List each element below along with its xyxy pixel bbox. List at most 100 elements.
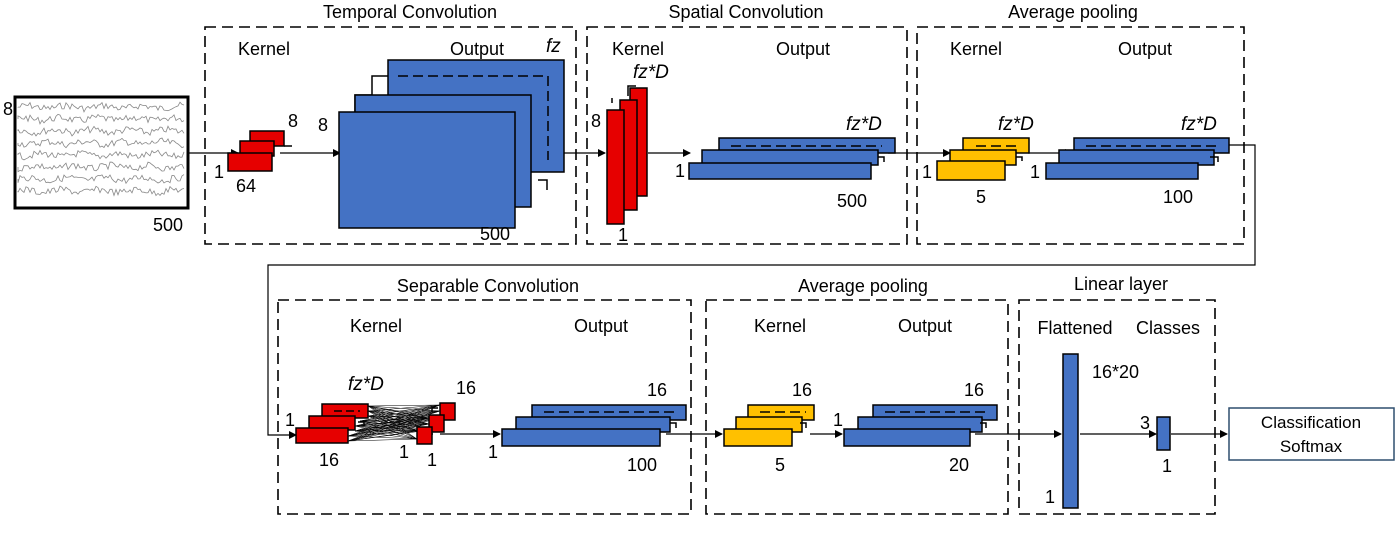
pool1-output-label: Output — [1118, 39, 1172, 59]
temporal-output-stack — [338, 59, 565, 229]
pool1-kernel-h: 1 — [922, 162, 932, 182]
spatial-output-filters: fz*D — [846, 114, 882, 135]
spatial-output-label: Output — [776, 39, 830, 59]
pool1-kernel-filters: fz*D — [998, 114, 1034, 135]
separable-pointwise-stack — [416, 402, 456, 445]
spatial-kernel-d: 1 — [618, 225, 628, 245]
pointwise-connection — [354, 417, 430, 427]
pool1-output-h: 1 — [1030, 162, 1040, 182]
temporal-kernel-w: 64 — [236, 176, 256, 196]
linear-title: Linear layer — [1074, 274, 1168, 294]
pointwise-connection — [354, 417, 430, 432]
softmax-line1: Classification — [1261, 413, 1361, 432]
temporal-output-label: Output — [450, 39, 504, 59]
spatial-block-frame — [586, 26, 908, 245]
pointwise-connection — [347, 438, 418, 442]
softmax-line2: Softmax — [1280, 437, 1343, 456]
eeg-trace — [17, 137, 185, 149]
separable-output-filters: 16 — [647, 380, 667, 400]
eeg-traces — [17, 101, 185, 197]
linear-classes-n: 3 — [1140, 413, 1150, 433]
pointwise-connection — [347, 417, 430, 437]
temporal-kernel-h: 8 — [288, 111, 298, 131]
pointwise-connection — [367, 405, 441, 412]
pointwise-connection — [367, 404, 441, 407]
input-eeg-block: 8 500 — [3, 95, 190, 235]
classes-vector — [1156, 416, 1171, 451]
spatial-kernel-label: Kernel — [612, 39, 664, 59]
separable-output-h: 1 — [488, 442, 498, 462]
temporal-output-h: 8 — [318, 115, 328, 135]
separable-pw-h: 1 — [399, 442, 409, 462]
pool1-output-filters: fz*D — [1181, 114, 1217, 135]
temporal-output-w: 500 — [480, 224, 510, 244]
separable-pointwise-connections — [347, 404, 441, 442]
pointwise-connection — [359, 410, 441, 422]
temporal-block-frame — [204, 26, 577, 245]
separable-dw-filters: fz*D — [348, 374, 384, 395]
pointwise-connection — [354, 425, 418, 440]
pointwise-connection — [367, 404, 441, 417]
flattened-vector — [1062, 353, 1079, 509]
pool2-output-stack — [843, 404, 998, 447]
pool2-kernel-w: 5 — [775, 455, 785, 475]
pool1-output-w: 100 — [1163, 187, 1193, 207]
pool2-kernel-label: Kernel — [754, 316, 806, 336]
pool2-output-filters: 16 — [964, 380, 984, 400]
linear-classes-w: 1 — [1162, 456, 1172, 476]
spatial-output-h: 1 — [675, 161, 685, 181]
separable-dw-w: 16 — [319, 450, 339, 470]
pointwise-connection — [354, 410, 441, 432]
pointwise-connection — [367, 410, 441, 417]
pointwise-connection — [347, 410, 441, 437]
separable-pw-filters: 16 — [456, 378, 476, 398]
pointwise-connection — [354, 404, 441, 432]
pool2-kernel-filters: 16 — [792, 380, 812, 400]
separable-title: Separable Convolution — [397, 276, 579, 296]
pointwise-connection — [354, 410, 441, 427]
separable-pw-w: 1 — [427, 450, 437, 470]
temporal-kernel-stack — [227, 130, 292, 172]
separable-kernel-label: Kernel — [350, 316, 402, 336]
softmax-box — [1228, 407, 1395, 461]
pointwise-connection — [347, 417, 441, 442]
pointwise-connection — [347, 430, 418, 442]
pool2-title: Average pooling — [798, 276, 928, 296]
temporal-filters-label: fz — [546, 36, 561, 57]
arrow-wrap-to-second-row — [267, 144, 1256, 439]
spatial-kernel-h: 8 — [591, 111, 601, 131]
pointwise-connection — [354, 404, 441, 427]
linear-flat-w: 1 — [1045, 487, 1055, 507]
pointwise-connection — [347, 423, 430, 442]
pool1-output-stack — [1045, 137, 1230, 180]
pool1-block-frame — [916, 26, 1245, 245]
pool2-output-w: 20 — [949, 455, 969, 475]
spatial-kernel-stack — [606, 85, 648, 225]
pointwise-connection — [347, 410, 441, 442]
temporal-kernel-d: 1 — [214, 162, 224, 182]
eeg-trace — [17, 185, 185, 197]
pool2-output-label: Output — [898, 316, 952, 336]
spatial-kernel-filters: fz*D — [633, 62, 669, 83]
pointwise-connection — [354, 423, 430, 427]
eeg-trace — [17, 161, 185, 173]
eeg-trace — [17, 101, 185, 113]
separable-output-label: Output — [574, 316, 628, 336]
input-channels-label: 8 — [3, 99, 13, 119]
pool2-kernel-stack — [723, 404, 815, 447]
separable-block-frame — [277, 299, 692, 515]
pool1-title: Average pooling — [1008, 2, 1138, 22]
spatial-output-w: 500 — [837, 191, 867, 211]
separable-dw-h: 1 — [285, 410, 295, 430]
input-samples-label: 500 — [153, 215, 183, 235]
temporal-kernel-label: Kernel — [238, 39, 290, 59]
pointwise-connection — [359, 404, 441, 422]
spatial-title: Spatial Convolution — [668, 2, 823, 22]
linear-flat-size: 16*20 — [1092, 362, 1139, 382]
pointwise-connection — [347, 404, 441, 442]
separable-depthwise-stack — [295, 403, 369, 444]
eeg-trace — [17, 149, 185, 161]
spatial-output-stack — [688, 137, 896, 180]
